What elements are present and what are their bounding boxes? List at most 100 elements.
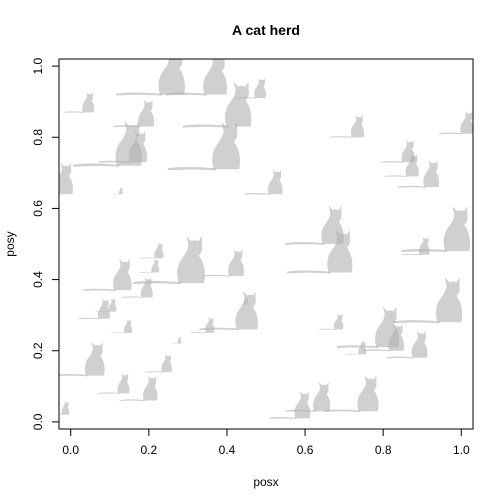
y-tick-label: 0.6 xyxy=(31,200,45,217)
cat-point xyxy=(59,401,70,416)
cat-tail xyxy=(78,317,100,320)
cat-point xyxy=(112,99,155,128)
cat-point xyxy=(99,130,148,163)
cat-point xyxy=(112,187,123,195)
cat-point xyxy=(386,330,428,359)
cat-point xyxy=(78,298,110,320)
cat-body xyxy=(151,259,160,273)
cat-body xyxy=(138,99,155,127)
cat-point xyxy=(285,205,344,245)
cat-tail xyxy=(235,97,256,99)
cat-body xyxy=(97,298,110,319)
plot-frame xyxy=(58,58,474,430)
x-tick-label: 0.4 xyxy=(219,443,236,457)
cat-point xyxy=(121,277,153,298)
cat-tail xyxy=(167,167,217,171)
cat-tail xyxy=(199,327,239,331)
cat-point xyxy=(402,236,430,256)
cat-body xyxy=(294,391,311,419)
cat-point xyxy=(182,81,252,128)
cat-body xyxy=(235,291,258,330)
cat-body xyxy=(443,206,471,252)
cat-tail xyxy=(380,161,404,163)
cat-body xyxy=(327,229,353,273)
cat-point xyxy=(269,391,311,419)
cat-body xyxy=(158,59,185,95)
cat-point xyxy=(190,317,215,334)
cat-body xyxy=(140,277,153,298)
cat-tail xyxy=(397,185,426,188)
cat-tail xyxy=(182,124,229,128)
x-tick-label: 0.2 xyxy=(140,443,157,457)
y-axis-label: posy xyxy=(3,231,17,256)
cat-tail xyxy=(202,274,231,277)
cat-body xyxy=(61,401,70,415)
cat-point xyxy=(244,169,283,195)
cat-body xyxy=(228,249,244,276)
cat-tail xyxy=(439,132,463,135)
cat-point xyxy=(362,323,405,352)
x-axis: 0.0 0.2 0.4 0.6 0.8 1.0 xyxy=(62,429,470,457)
cat-body xyxy=(117,373,130,394)
cat-tail xyxy=(59,414,63,416)
cat-point xyxy=(111,319,132,334)
cat-body xyxy=(128,130,148,163)
cat-tail xyxy=(386,356,414,359)
cat-point xyxy=(165,59,227,96)
cat-tail xyxy=(144,371,163,373)
cat-tail xyxy=(337,345,379,349)
cat-point xyxy=(235,77,267,99)
y-tick-label: 1.0 xyxy=(31,57,45,74)
cat-point xyxy=(59,341,105,377)
cat-body xyxy=(435,277,463,323)
cat-point xyxy=(393,277,463,324)
cat-tail xyxy=(244,193,270,195)
cat-point xyxy=(139,242,164,259)
cat-tail xyxy=(95,310,110,312)
cat-body xyxy=(84,341,105,376)
cat-tail xyxy=(329,136,353,138)
y-tick-label: 0.8 xyxy=(31,129,45,146)
cat-body xyxy=(313,381,331,412)
x-axis-label: posx xyxy=(253,475,278,489)
cat-tail xyxy=(384,175,408,177)
cat-point xyxy=(116,59,185,96)
cat-tail xyxy=(285,409,316,412)
cat-body xyxy=(113,258,132,291)
cat-point xyxy=(237,297,248,305)
cat-body xyxy=(460,111,473,134)
y-tick-label: 0.2 xyxy=(31,342,45,359)
cat-tail xyxy=(98,392,120,394)
cat-tail xyxy=(99,160,132,163)
cat-tail xyxy=(116,92,163,96)
cat-point xyxy=(285,381,331,412)
cat-body xyxy=(243,297,248,305)
cat-point xyxy=(401,206,471,253)
cat-tail xyxy=(190,332,207,334)
cat-body xyxy=(203,59,227,95)
cat-tail xyxy=(285,242,325,245)
cat-body xyxy=(212,122,241,170)
cat-body xyxy=(388,323,405,351)
cat-body xyxy=(254,77,267,99)
y-tick-label: 0.0 xyxy=(31,413,45,430)
cat-tail xyxy=(138,271,153,273)
cat-body xyxy=(411,330,428,358)
x-tick-label: 0.0 xyxy=(62,443,79,457)
cat-body xyxy=(224,81,252,127)
cat-body xyxy=(423,160,440,188)
cat-body xyxy=(177,336,182,344)
cat-point xyxy=(83,258,132,291)
cat-point xyxy=(119,375,158,402)
cat-body xyxy=(334,313,344,330)
cat-point xyxy=(59,162,73,195)
cat-tail xyxy=(83,288,116,291)
cat-body xyxy=(161,354,172,373)
cat-tail xyxy=(345,353,360,355)
cat-tail xyxy=(165,92,207,96)
cat-point xyxy=(167,122,241,171)
cat-point xyxy=(95,298,117,312)
cat-point xyxy=(323,375,379,412)
cat-tail xyxy=(132,280,181,285)
